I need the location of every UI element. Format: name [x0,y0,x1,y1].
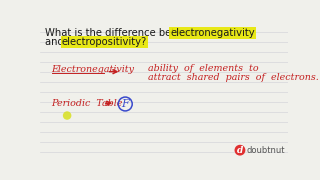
Text: ability  of  elements  to: ability of elements to [148,64,259,73]
Circle shape [235,145,245,156]
Text: d: d [236,146,243,155]
Text: doubtnut: doubtnut [247,146,285,155]
Text: electronegativity: electronegativity [170,28,255,38]
Text: Electronegativity: Electronegativity [52,66,135,75]
Text: and: and [45,37,68,47]
Text: Periodic  Table: Periodic Table [52,99,123,108]
Text: electropositivity?: electropositivity? [61,37,147,47]
Text: attract  shared  pairs  of  electrons.: attract shared pairs of electrons. [148,73,319,82]
Text: What is the difference between: What is the difference between [45,28,205,38]
Circle shape [63,111,71,120]
Text: F: F [121,99,129,109]
